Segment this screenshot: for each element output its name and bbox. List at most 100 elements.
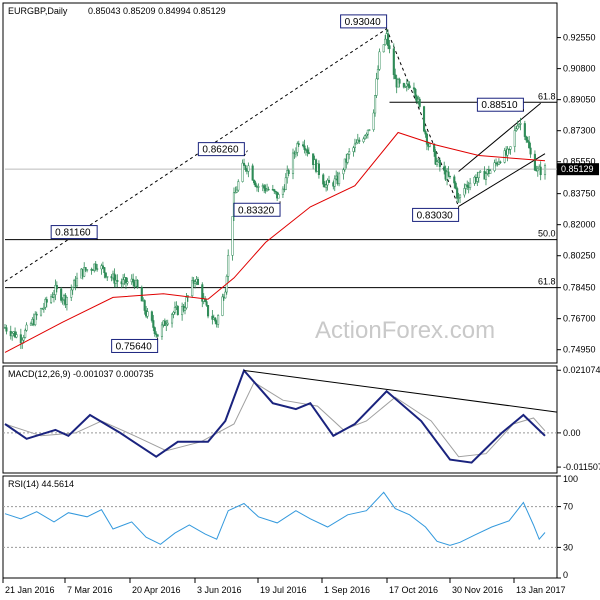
watermark: ActionForex.com [315,317,495,344]
current-price-tag: 0.85129 [557,163,599,176]
candle-body [176,305,179,316]
candle-body [424,130,427,135]
candle-body [217,315,220,325]
candle-body [365,133,368,136]
candle-body [325,184,328,188]
x-tick-label: 17 Oct 2016 [389,585,438,595]
candle-body [312,153,315,165]
candle-body [463,188,466,196]
rsi-levels [3,506,557,548]
candle-body [297,143,300,145]
candle-body [227,255,230,277]
candle-body [366,129,369,135]
candle-body [398,79,401,84]
x-tick-label: 13 Jan 2017 [516,585,566,595]
candle-body [352,147,355,152]
dashed-trendline [4,28,387,282]
candle-body [201,284,204,302]
rsi-header: RSI(14) 44.5614 [8,479,74,489]
candle-body [394,74,397,80]
candle-body [353,143,356,149]
x-tick-label: 3 Jun 2016 [197,585,242,595]
candle-body [71,287,74,291]
candle-body [489,170,492,174]
rsi-y-tick-label: 70 [563,502,573,512]
candle-body [515,128,518,131]
candle-body [152,320,155,328]
candle-body [5,327,8,332]
candle-body [414,88,417,97]
candle-body [425,133,428,145]
candle-body [536,168,539,172]
candle-body [412,87,416,90]
candle-body [172,311,175,315]
candle-body [376,69,380,80]
macd-panel-frame [2,365,558,474]
candle-body [136,279,139,288]
callout-label: 0.75640 [116,341,153,352]
candle-body [113,273,116,284]
candle-body [52,294,56,298]
candle-body [277,194,280,199]
rsi-panel: RSI(14) 44.5614 100 70 30 0 [2,474,578,580]
x-tick-label: 19 Jul 2016 [260,585,307,595]
rsi-line [4,491,546,546]
candle-body [173,307,176,313]
candle-body [407,83,410,87]
candle-body [29,323,32,326]
candle-body [143,300,146,311]
price-panel: 61.8 50.0 61.8 ActionForex.com 0.93040 0.88… [2,2,599,364]
callout-box [111,338,159,353]
price-y-tick-label: 0.90800 [563,64,596,74]
candle-body [543,165,547,176]
candle-body [519,123,522,125]
callout-label: 0.83320 [238,205,275,216]
x-tick-label: 30 Nov 2016 [452,585,503,595]
candle-body [281,188,284,195]
price-y-tick-label: 0.89050 [563,95,596,105]
candle-body [291,152,295,175]
callout-label: 0.88510 [481,100,518,111]
candle-body [231,216,234,256]
candle-body [101,265,104,268]
candle-body [22,337,25,341]
candle-body [363,135,367,140]
macd-y-tick-label: 0.00 [563,428,581,438]
price-y-tick-label: 0.87300 [563,126,596,136]
callout-label: 0.86260 [202,145,239,156]
candle-body [205,301,208,306]
candle-body [160,324,164,337]
rsi-panel-frame [2,475,558,579]
callout-box [197,142,245,157]
candle-body [443,166,446,171]
candle-body [286,170,289,179]
candle-body [194,281,197,284]
candle-body [348,151,351,155]
candle-body [493,162,496,171]
candle-body [61,299,64,301]
macd-y-ticks: 0.021074 0.00 -0.011507 [557,365,600,472]
channel-trendline [458,102,541,172]
candle-body [116,280,119,282]
candle-body [372,112,375,130]
price-header-ohlc: 0.85043 0.85209 0.84994 0.85129 [88,6,226,16]
candle-body [526,139,529,143]
price-y-tick-label: 0.83750 [563,189,596,199]
candle-body [477,171,480,178]
candle-body [106,276,109,278]
candle-body [35,313,38,316]
candle-body [191,280,194,297]
candle-body [84,267,87,271]
candle-body [284,177,287,190]
candle-body [539,166,542,176]
candle-body [476,177,479,182]
x-axis: 21 Jan 2016 7 Mar 2016 20 Apr 2016 3 Jun 20… [2,578,566,595]
candle-body [294,152,297,155]
candle-body [454,182,457,189]
candle-body [484,173,488,180]
candle-body [132,278,135,283]
candle-body [533,153,536,171]
candle-body [358,139,361,142]
candle-body [303,145,306,150]
